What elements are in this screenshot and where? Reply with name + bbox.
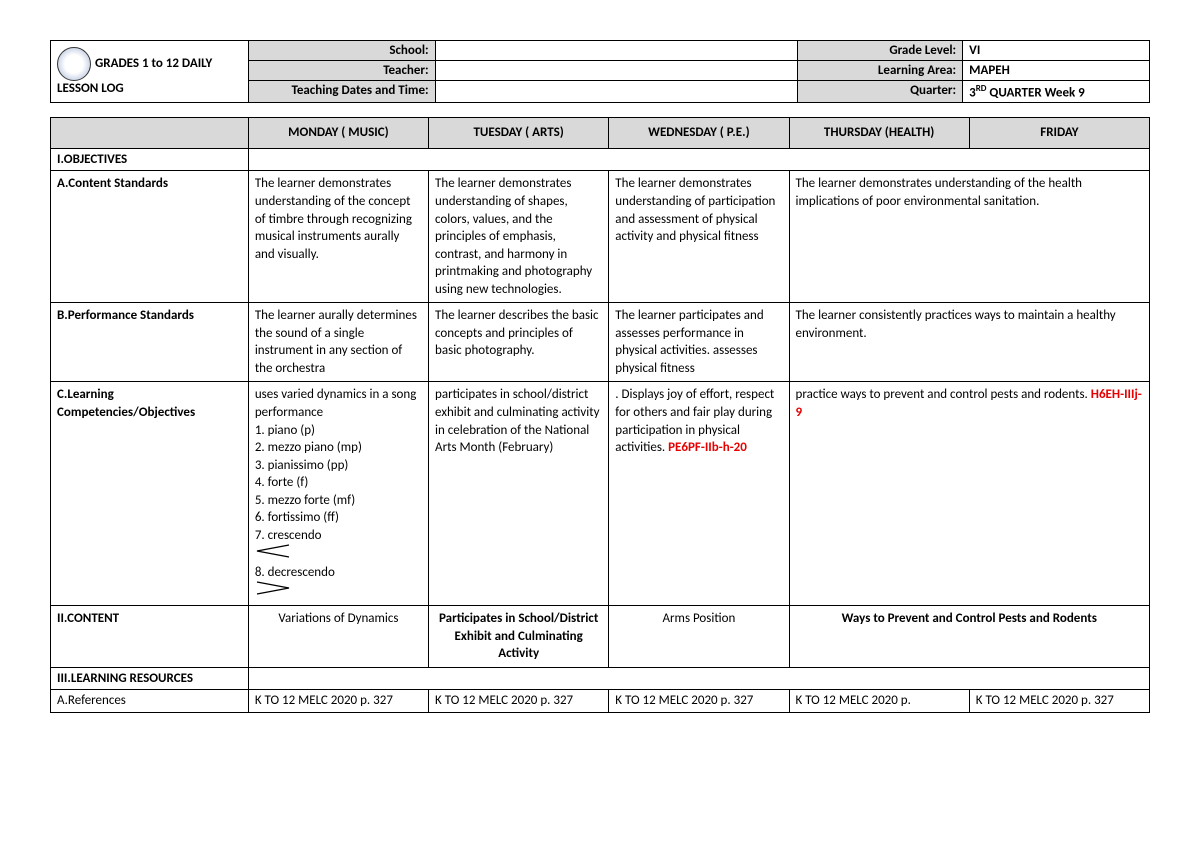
col-blank [51, 118, 249, 149]
decrescendo-icon [255, 581, 291, 595]
ps-thu: The learner consistently practices ways … [789, 303, 1149, 382]
label-perf-std: B.Performance Standards [51, 303, 249, 382]
lc-mon-7: 7. crescendo [255, 528, 322, 543]
label-area: Learning Area: [798, 61, 963, 81]
lc-mon-2: 2. mezzo piano (mp) [255, 440, 362, 455]
section-resources: III.LEARNING RESOURCES [51, 667, 249, 690]
content-tue: Participates in School/District Exhibit … [429, 606, 609, 668]
label-refs: A.References [51, 690, 249, 713]
col-friday: FRIDAY [969, 118, 1149, 149]
section-objectives: I.OBJECTIVES [51, 148, 249, 171]
lc-mon-4: 4. forte (f) [255, 475, 309, 490]
header-table: GRADES 1 to 12 DAILY LESSON LOG School: … [50, 40, 1150, 103]
ref-wed: K TO 12 MELC 2020 p. 327 [609, 690, 789, 713]
lc-mon-6: 6. fortissimo (ff) [255, 510, 339, 525]
lc-mon: uses varied dynamics in a song performan… [248, 382, 428, 606]
value-area: MAPEH [963, 61, 1150, 81]
value-teacher [435, 61, 798, 81]
crescendo-icon [255, 544, 291, 558]
lc-mon-8: 8. decrescendo [255, 565, 335, 580]
value-dates [435, 81, 798, 103]
col-tuesday: TUESDAY ( ARTS) [429, 118, 609, 149]
lc-mon-3: 3. pianissimo (pp) [255, 458, 349, 473]
cs-thu: The learner demonstrates understanding o… [789, 171, 1149, 303]
ps-wed: The learner participates and assesses pe… [609, 303, 789, 382]
col-wednesday: WEDNESDAY ( P.E.) [609, 118, 789, 149]
label-teacher: Teacher: [248, 61, 435, 81]
dll-title-cell: GRADES 1 to 12 DAILY LESSON LOG [51, 41, 249, 103]
label-dates: Teaching Dates and Time: [248, 81, 435, 103]
ps-mon: The learner aurally determines the sound… [248, 303, 428, 382]
cs-wed: The learner demonstrates understanding o… [609, 171, 789, 303]
label-school: School: [248, 41, 435, 61]
label-quarter: Quarter: [798, 81, 963, 103]
content-thu: Ways to Prevent and Control Pests and Ro… [789, 606, 1149, 668]
quarter-num: 3 [969, 85, 976, 100]
content-wed: Arms Position [609, 606, 789, 668]
lc-mon-intro: uses varied dynamics in a song performan… [255, 387, 417, 420]
objectives-blank [248, 148, 1149, 171]
label-grade: Grade Level: [798, 41, 963, 61]
col-monday: MONDAY ( MUSIC) [248, 118, 428, 149]
label-content-std: A.Content Standards [51, 171, 249, 303]
lc-tue: participates in school/district exhibit … [429, 382, 609, 606]
value-grade: VI [963, 41, 1150, 61]
label-learn-comp: C.Learning Competencies/Objectives [51, 382, 249, 606]
lc-mon-5: 5. mezzo forte (mf) [255, 493, 355, 508]
quarter-sup: RD [976, 83, 987, 94]
quarter-text: QUARTER Week 9 [986, 85, 1084, 100]
cs-mon: The learner demonstrates understanding o… [248, 171, 428, 303]
value-school [435, 41, 798, 61]
lc-thu: practice ways to prevent and control pes… [789, 382, 1149, 606]
ref-tue: K TO 12 MELC 2020 p. 327 [429, 690, 609, 713]
ps-tue: The learner describes the basic concepts… [429, 303, 609, 382]
lc-mon-1: 1. piano (p) [255, 423, 315, 438]
content-mon: Variations of Dynamics [248, 606, 428, 668]
main-table: MONDAY ( MUSIC) TUESDAY ( ARTS) WEDNESDA… [50, 117, 1150, 712]
resources-blank [248, 667, 1149, 690]
lc-wed-code: PE6PF-IIb-h-20 [668, 440, 747, 455]
value-quarter: 3RD QUARTER Week 9 [963, 81, 1150, 103]
ref-mon: K TO 12 MELC 2020 p. 327 [248, 690, 428, 713]
section-content: II.CONTENT [51, 606, 249, 668]
lc-wed: . Displays joy of effort, respect for ot… [609, 382, 789, 606]
ref-thu: K TO 12 MELC 2020 p. [789, 690, 969, 713]
lc-thu-text: practice ways to prevent and control pes… [796, 387, 1091, 402]
cs-tue: The learner demonstrates understanding o… [429, 171, 609, 303]
ref-fri: K TO 12 MELC 2020 p. 327 [969, 690, 1149, 713]
deped-logo [57, 47, 91, 81]
col-thursday: THURSDAY (HEALTH) [789, 118, 969, 149]
